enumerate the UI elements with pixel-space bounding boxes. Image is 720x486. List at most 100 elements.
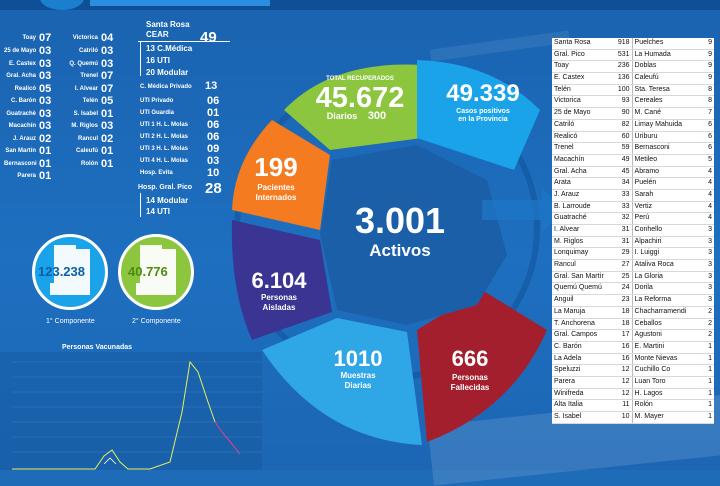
table-row: C. Barón 16 E. Martini 1	[552, 341, 714, 354]
city-name: Rolón	[81, 161, 98, 167]
city-count-row: I. Alvear 07	[64, 83, 113, 95]
city-count-row: Gral. Acha 03	[4, 70, 51, 82]
case-count: 31	[604, 225, 633, 236]
bracket-line	[140, 41, 141, 76]
city-name: Toay	[22, 35, 36, 41]
city-count-row: Caleufú 01	[64, 145, 113, 157]
city-count-row: Rolón 01	[64, 158, 113, 170]
case-count: 3	[708, 237, 713, 245]
santa-rosa-title: Santa Rosa	[146, 20, 190, 29]
locality-name: C. Barón	[554, 342, 582, 350]
santa-rosa-total: 49	[200, 29, 217, 46]
uti-label: UTI 3 H. L. Molas	[140, 146, 189, 152]
case-count: 3	[708, 249, 713, 257]
case-count: 2	[708, 331, 713, 339]
case-count: 1	[708, 401, 713, 409]
city-name: Parera	[17, 173, 36, 179]
la-pampa-map-icon	[136, 245, 176, 295]
locality-name: H. Lagos	[634, 389, 663, 397]
case-count: 3	[708, 284, 713, 292]
locality-name: Limay Mahuida	[634, 120, 682, 128]
case-count: 45	[604, 166, 633, 178]
uti-value: 03	[207, 155, 220, 167]
locality-name: Gral. San Martín	[554, 272, 604, 280]
city-count-row: Guatrachè 03	[4, 108, 51, 120]
case-count: 59	[604, 143, 633, 154]
second-component-label: 2° Componente	[132, 318, 181, 325]
locality-name: Santa Rosa	[554, 39, 591, 46]
table-row: Arata 34 Puelén 4	[552, 178, 714, 190]
cases-by-locality-table: Santa Rosa 918 Puelches 9 Gral. Pico 531 La Hu…	[552, 38, 714, 424]
uti-label: UTI Privado	[140, 98, 174, 104]
city-count-row: M. Riglos 03	[64, 120, 113, 132]
city-count-row: Parera 01	[4, 170, 51, 182]
fallecidas-segment	[417, 290, 547, 442]
case-count: 23	[604, 295, 633, 306]
city-name: Trenel	[80, 73, 98, 79]
city-value: 03	[39, 108, 52, 120]
bracket-line	[140, 193, 141, 217]
locality-name: Quemú Quemú	[554, 284, 602, 292]
aisladas-segment	[231, 220, 332, 340]
positives-value: 49.339	[446, 80, 520, 107]
recovered-daily-value: 300	[367, 110, 387, 122]
case-count: 1	[708, 366, 713, 374]
uti-value: 06	[207, 119, 220, 131]
city-value: 05	[101, 95, 114, 107]
locality-name: M. Cané	[634, 109, 661, 117]
locality-name: Gral. Acha	[554, 167, 587, 175]
locality-name: Lonquimay	[554, 249, 589, 257]
table-row: 25 de Mayo 90 M. Cané 7	[552, 108, 714, 120]
city-value: 03	[101, 45, 114, 57]
city-count-row: 25 de Mayo 03	[4, 45, 51, 57]
table-row: Telén 100 Sta. Teresa 8	[552, 84, 714, 97]
city-count-row: Realicó 05	[4, 83, 52, 95]
city-count-row: Rancul 02	[64, 133, 113, 145]
locality-name: I. Luiggi	[634, 249, 660, 257]
recovered-daily-label: Diarios	[326, 111, 358, 121]
locality-name: S. Isabel	[554, 413, 582, 420]
second-component-value: 40.776	[128, 264, 168, 279]
locality-name: La Gloria	[634, 272, 663, 280]
case-count: 5	[708, 155, 713, 163]
arrow-decor	[482, 188, 552, 232]
case-count: 18	[604, 318, 633, 330]
locality-name: Victorica	[554, 97, 581, 105]
vaccinated-chart-title: Personas Vacunadas	[62, 344, 133, 351]
table-row: Quemú Quemú 24 Dorila 3	[552, 283, 714, 296]
case-count: 9	[708, 39, 713, 46]
city-name: Bernasconi	[4, 161, 37, 167]
city-name: 25 de Mayo	[4, 48, 37, 54]
locality-name: Rolón	[634, 401, 653, 409]
city-value: 03	[39, 45, 52, 57]
city-name: San Martín	[5, 148, 36, 154]
internados-label-1: Pacientes	[257, 183, 295, 192]
case-count: 4	[708, 167, 713, 175]
recovered-segment	[284, 64, 422, 150]
divider	[138, 41, 230, 42]
city-name: Rancul	[77, 136, 98, 142]
locality-name: Vertiz	[634, 202, 653, 210]
case-count: 82	[604, 119, 633, 131]
gral-pico-title: Hosp. Gral. Pico	[138, 184, 193, 191]
first-component-value: 123.238	[38, 264, 85, 279]
locality-name: Alpachiri	[634, 237, 662, 245]
case-count: 29	[604, 248, 633, 260]
case-count: 31	[604, 236, 633, 248]
city-value: 07	[101, 70, 114, 82]
uti-label: UTI 4 H. L. Molas	[140, 158, 189, 164]
locality-name: Gral. Campos	[554, 331, 598, 339]
case-count: 12	[604, 365, 633, 376]
case-count: 60	[604, 131, 633, 143]
uti-label: Hosp. Evita	[140, 170, 173, 176]
table-row: Macachín 49 Metileo 5	[552, 154, 714, 167]
locality-name: Bernasconi	[634, 144, 670, 152]
table-row: E. Castex 136 Caleufú 9	[552, 73, 714, 85]
first-component-label: 1° Componente	[46, 318, 95, 325]
santa-rosa-item: 20 Modular	[146, 68, 189, 77]
locality-name: Dorila	[634, 284, 653, 292]
recovered-title: TOTAL RECUPERADOS	[326, 76, 394, 82]
locality-name: I. Alvear	[554, 226, 580, 233]
locality-name: Metileo	[634, 155, 658, 163]
table-row: Lonquimay 29 I. Luiggi 3	[552, 248, 714, 261]
